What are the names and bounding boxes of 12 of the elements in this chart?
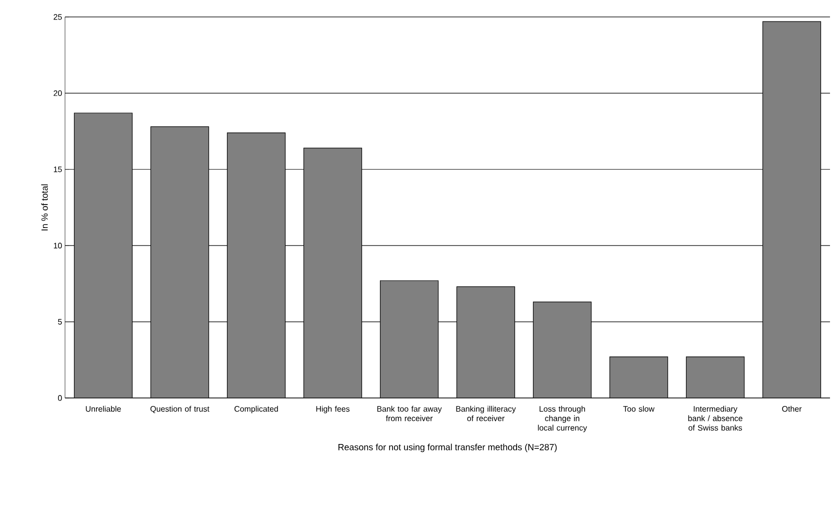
bar xyxy=(609,356,668,398)
bar xyxy=(226,132,286,398)
x-axis-title: Reasons for not using formal transfer methods (N=287) xyxy=(338,444,557,452)
bar xyxy=(150,126,210,398)
bar xyxy=(74,112,133,398)
bar xyxy=(380,280,439,398)
bar xyxy=(303,148,362,398)
y-axis-title: In % of total xyxy=(41,184,48,230)
bar xyxy=(532,302,592,398)
bar xyxy=(762,21,822,398)
bar xyxy=(686,356,745,398)
bar xyxy=(456,286,516,398)
